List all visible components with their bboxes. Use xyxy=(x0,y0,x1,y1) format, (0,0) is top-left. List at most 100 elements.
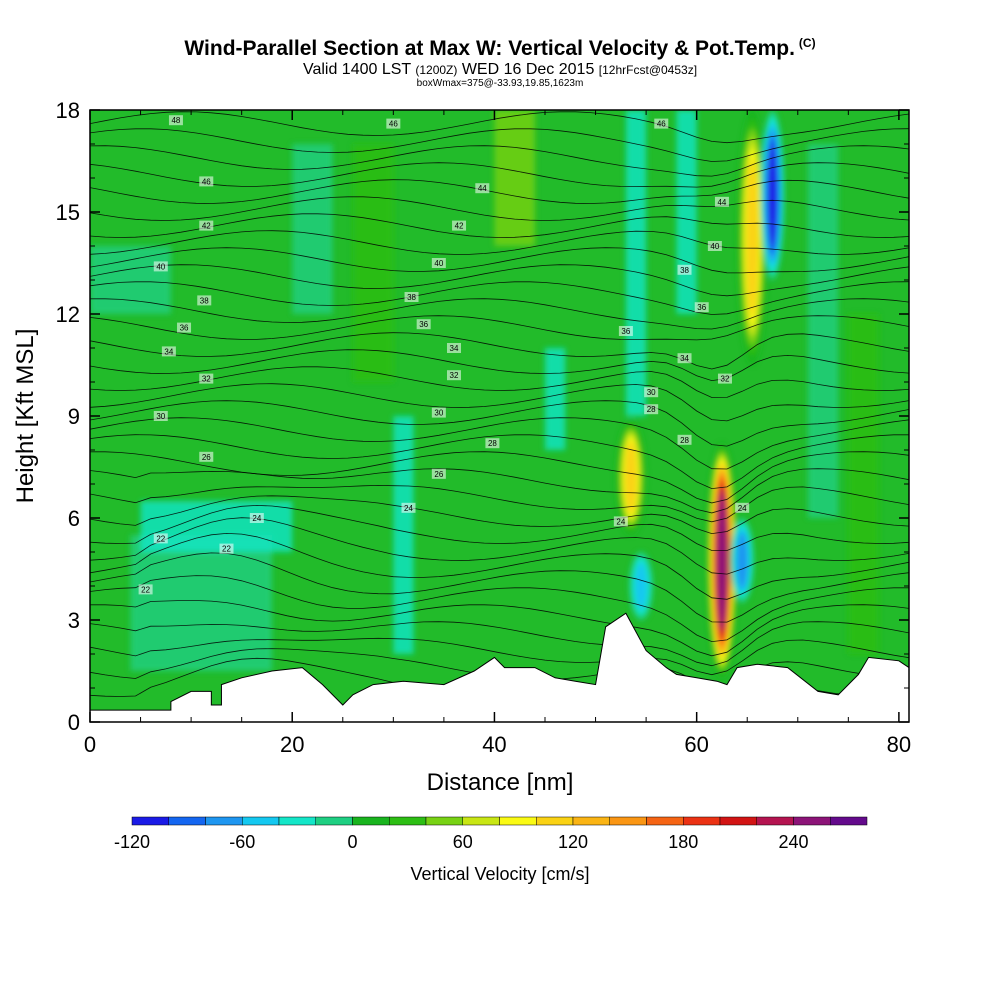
theta-label-bg xyxy=(485,438,500,449)
colorbar-swatch xyxy=(205,816,243,826)
colorbar-swatch xyxy=(389,816,427,826)
theta-label-bg xyxy=(735,502,750,513)
theta-label: 22 xyxy=(141,585,150,594)
theta-label-bg xyxy=(644,387,659,398)
wind-band xyxy=(494,110,535,246)
theta-label-bg xyxy=(153,411,168,421)
theta-isentrope xyxy=(90,128,909,162)
theta-label: 34 xyxy=(164,347,173,356)
theta-isentrope xyxy=(90,495,909,535)
theta-label: 38 xyxy=(200,296,209,305)
colorbar-tick-label: 180 xyxy=(668,832,698,852)
theta-label: 34 xyxy=(450,344,459,353)
theta-label-bg xyxy=(153,533,168,544)
theta-isentrope xyxy=(90,366,909,398)
y-tick-label: 18 xyxy=(56,98,80,123)
wind-band xyxy=(848,314,879,654)
theta-label-bg xyxy=(197,295,212,306)
theta-isentrope xyxy=(90,349,909,382)
theta-isentrope xyxy=(90,517,909,575)
y-tick-label: 9 xyxy=(68,404,80,429)
theta-label: 24 xyxy=(616,517,625,526)
colorbar-swatch xyxy=(756,816,794,826)
x-tick-label: 60 xyxy=(684,732,708,757)
downdraft-contour xyxy=(635,562,648,610)
theta-label-bg xyxy=(613,516,628,527)
theta-label: 42 xyxy=(455,222,464,231)
chart-subtitle: Valid 1400 LST (1200Z) WED 16 Dec 2015 [… xyxy=(0,61,1000,79)
theta-isentrope xyxy=(90,298,909,330)
theta-label: 22 xyxy=(156,534,165,543)
colorbar-swatch xyxy=(719,816,757,826)
theta-isentrope xyxy=(90,637,909,676)
colorbar-swatch xyxy=(278,816,316,826)
wind-band xyxy=(292,144,333,314)
theta-isentrope xyxy=(90,213,909,238)
theta-label: 28 xyxy=(647,405,656,414)
y-tick-label: 15 xyxy=(56,200,80,225)
theta-label: 36 xyxy=(697,303,706,312)
y-axis-label: Height [Kft MSL] xyxy=(12,329,39,504)
theta-label: 40 xyxy=(434,259,443,268)
theta-label-bg xyxy=(199,176,214,187)
wind-band xyxy=(807,144,839,518)
theta-label: 26 xyxy=(434,470,443,479)
theta-label-bg xyxy=(694,302,709,313)
wind-band xyxy=(676,110,697,314)
theta-label-bg xyxy=(138,584,153,595)
theta-label: 36 xyxy=(419,320,428,329)
theta-label: 36 xyxy=(180,324,189,333)
theta-isentrope xyxy=(90,621,909,667)
theta-label-bg xyxy=(153,261,168,272)
theta-label: 44 xyxy=(478,184,487,193)
theta-label-bg xyxy=(677,264,692,275)
theta-label: 40 xyxy=(156,262,165,271)
x-axis-label: Distance [nm] xyxy=(427,769,574,796)
theta-isentrope xyxy=(90,264,909,297)
theta-label-bg xyxy=(168,115,183,126)
theta-label-bg xyxy=(644,404,659,415)
theta-label: 46 xyxy=(202,177,211,186)
colorbar-swatch xyxy=(609,816,647,826)
theta-label-bg xyxy=(654,118,669,129)
colorbar-swatch xyxy=(242,816,280,826)
theta-isentrope xyxy=(90,532,909,600)
wind-band xyxy=(352,144,394,382)
x-tick-label: 80 xyxy=(887,732,911,757)
colorbar-tick-label: -120 xyxy=(114,832,150,852)
theta-isentrope xyxy=(90,111,909,144)
y-tick-label: 6 xyxy=(68,506,80,531)
theta-label: 26 xyxy=(202,453,211,462)
theta-label-bg xyxy=(386,118,401,129)
colorbar-swatch xyxy=(462,816,500,826)
theta-isentrope xyxy=(90,575,909,643)
colorbar-swatch xyxy=(536,816,574,826)
theta-label: 38 xyxy=(407,293,416,302)
theta-label: 32 xyxy=(450,371,459,380)
theta-isentrope xyxy=(90,451,909,504)
theta-label-bg xyxy=(431,407,446,418)
theta-label: 22 xyxy=(222,545,231,554)
theta-label: 34 xyxy=(680,354,689,363)
theta-label-bg xyxy=(714,196,729,207)
colorbar-swatch xyxy=(572,816,610,826)
utc-time: (1200Z) xyxy=(415,63,458,77)
theta-isentrope xyxy=(90,600,909,657)
colorbar-swatch xyxy=(168,816,206,826)
forecast-date: WED 16 Dec 2015 xyxy=(461,61,595,78)
y-tick-label: 12 xyxy=(56,302,80,327)
theta-isentrope xyxy=(90,281,909,315)
theta-isentrope xyxy=(90,468,909,514)
theta-label-bg xyxy=(618,326,633,336)
theta-isentrope xyxy=(90,247,909,274)
theta-label-bg xyxy=(416,319,431,330)
theta-label: 28 xyxy=(488,439,497,448)
theta-label: 30 xyxy=(647,388,656,397)
copyright-mark: (C) xyxy=(798,36,816,50)
theta-isentrope xyxy=(90,504,909,551)
updraft-contour xyxy=(717,491,727,630)
colorbar-swatch xyxy=(315,816,353,826)
theta-isentrope xyxy=(90,230,909,255)
colorbar-swatch xyxy=(499,816,537,826)
colorbar-tick-label: 60 xyxy=(453,832,473,852)
